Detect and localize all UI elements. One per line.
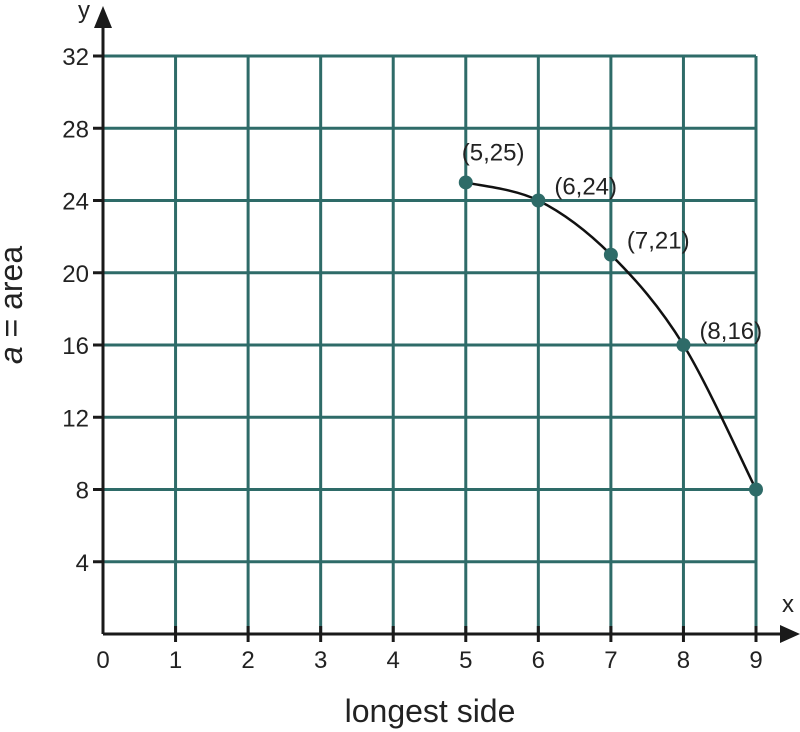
data-point-8 (676, 338, 691, 352)
data-point-label-8: (8,16) (699, 318, 762, 345)
data-point-9 (749, 482, 763, 497)
x-tick-label-4: 4 (387, 647, 400, 674)
x-tick-label-2: 2 (241, 647, 254, 674)
y-tick-label-12: 12 (62, 405, 89, 432)
data-point-label-7: (7,21) (627, 228, 690, 255)
x-tick-label-9: 9 (749, 647, 762, 674)
y-axis-title-rest: = area (0, 246, 29, 347)
y-tick-label-16: 16 (62, 333, 89, 360)
x-axis-title: longest side (345, 693, 516, 729)
y-axis-arrow (94, 6, 112, 28)
y-tick-label-20: 20 (62, 261, 89, 288)
x-tick-label-7: 7 (604, 647, 617, 674)
data-point-labels: (5,25) (6,24) (7,21) (8,16) (462, 139, 762, 345)
y-tick-label-32: 32 (62, 44, 89, 71)
ticks (93, 54, 758, 642)
data-point-label-6: (6,24) (554, 174, 617, 201)
y-axis-title-var: a (0, 346, 29, 364)
x-tick-label-0: 0 (96, 647, 109, 674)
data-point-label-5: (5,25) (462, 139, 525, 166)
series-curve (465, 181, 758, 491)
y-tick-label-4: 4 (76, 550, 89, 577)
y-tick-label-28: 28 (62, 116, 89, 143)
y-axis-title: a = area (0, 246, 29, 365)
data-points (458, 175, 763, 497)
x-axis-arrow (780, 625, 800, 643)
x-tick-label-5: 5 (459, 647, 472, 674)
y-axis-name: y (78, 0, 90, 24)
data-point-5 (458, 175, 473, 190)
axes: x y (78, 0, 800, 643)
grid (103, 54, 758, 634)
y-tick-label-24: 24 (62, 189, 89, 216)
x-tick-label-3: 3 (314, 647, 327, 674)
data-point-6 (531, 193, 546, 208)
y-tick-label-8: 8 (76, 478, 89, 505)
x-tick-label-8: 8 (677, 647, 690, 674)
x-tick-label-6: 6 (532, 647, 545, 674)
x-axis-name: x (782, 591, 794, 618)
x-tick-label-1: 1 (169, 647, 182, 674)
data-point-7 (603, 247, 618, 262)
